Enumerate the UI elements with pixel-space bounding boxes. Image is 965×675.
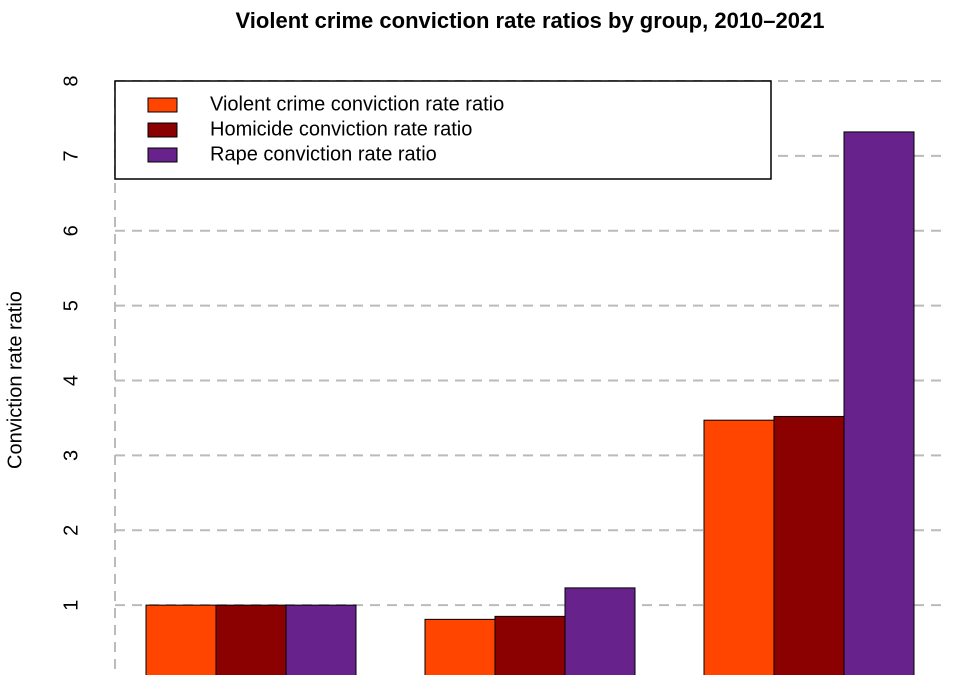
y-axis-title: Conviction rate ratio <box>4 291 26 469</box>
bar <box>843 131 915 675</box>
y-tick-label: 5 <box>60 300 82 311</box>
y-tick-label: 1 <box>60 600 82 611</box>
legend-box <box>114 80 772 180</box>
y-tick-label: 6 <box>60 225 82 236</box>
bar <box>145 604 217 675</box>
y-tick-label: 3 <box>60 450 82 461</box>
bar <box>564 587 636 675</box>
y-tick-label: 7 <box>60 150 82 161</box>
y-tick-label: 8 <box>60 75 82 86</box>
bar <box>494 615 566 675</box>
y-tick-label: 4 <box>60 375 82 386</box>
legend-swatch <box>147 122 178 138</box>
legend-swatch <box>147 147 178 163</box>
legend-label: Rape conviction rate ratio <box>210 143 437 165</box>
bar <box>215 604 287 675</box>
legend-label: Violent crime conviction rate ratio <box>210 93 504 115</box>
bar <box>424 618 496 675</box>
legend-label: Homicide conviction rate ratio <box>210 118 472 140</box>
bar <box>773 415 845 675</box>
y-tick-label: 2 <box>60 525 82 536</box>
bar <box>285 604 357 675</box>
bar <box>703 419 775 675</box>
legend-swatch <box>147 97 178 113</box>
chart-title: Violent crime conviction rate ratios by … <box>236 8 825 33</box>
